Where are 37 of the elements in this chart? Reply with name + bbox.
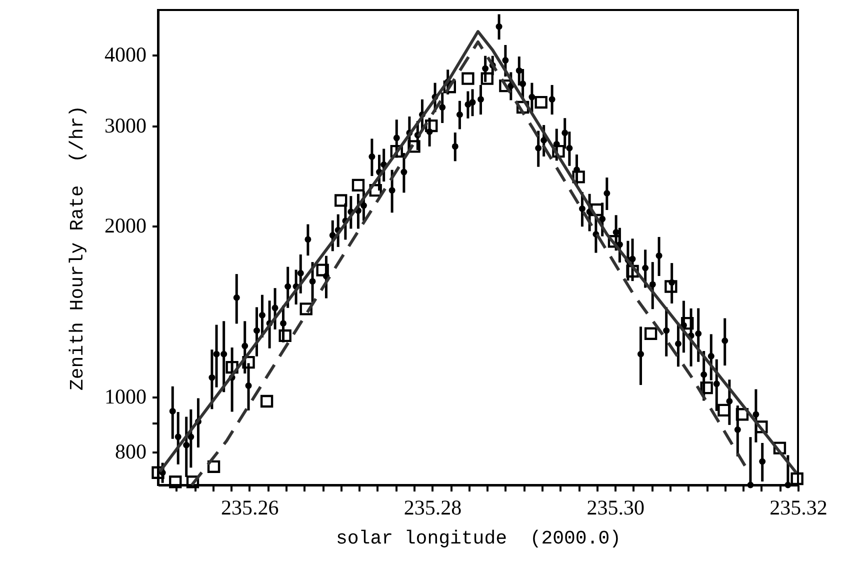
- y-tick-label: 1000: [104, 384, 146, 409]
- point: [300, 302, 312, 316]
- point: [425, 119, 438, 132]
- y-tick-label: 800: [115, 440, 146, 464]
- point: [352, 178, 365, 192]
- point: [790, 472, 804, 486]
- point: [516, 100, 530, 114]
- x-tick-label: 235.30: [586, 496, 645, 520]
- x-tick-label: 235.26: [221, 496, 279, 520]
- point: [226, 360, 238, 374]
- point: [169, 476, 182, 488]
- point: [334, 194, 348, 207]
- point: [718, 404, 730, 417]
- point: [408, 140, 420, 153]
- x-tick-label: 235.28: [404, 496, 462, 520]
- point: [278, 329, 292, 342]
- point: [207, 460, 220, 474]
- point: [664, 280, 678, 293]
- point: [316, 264, 329, 276]
- point: [736, 408, 749, 421]
- point: [462, 72, 474, 85]
- y-tick-label: 4000: [104, 42, 146, 66]
- point: [242, 356, 255, 369]
- y-axis-title: Zenith Hourly Rate (/hr): [66, 105, 88, 391]
- point: [186, 476, 200, 488]
- point: [644, 327, 658, 340]
- x-axis-title: solar longitude (2000.0): [336, 528, 622, 550]
- point: [773, 442, 786, 454]
- point: [700, 381, 713, 394]
- y-tick-label: 3000: [104, 113, 146, 138]
- point: [260, 394, 274, 408]
- y-tick-label: 2000: [104, 213, 146, 238]
- x-tick-label: 235.32: [770, 496, 828, 520]
- point: [390, 144, 403, 158]
- point: [480, 72, 494, 85]
- point: [534, 96, 548, 109]
- point: [572, 170, 585, 184]
